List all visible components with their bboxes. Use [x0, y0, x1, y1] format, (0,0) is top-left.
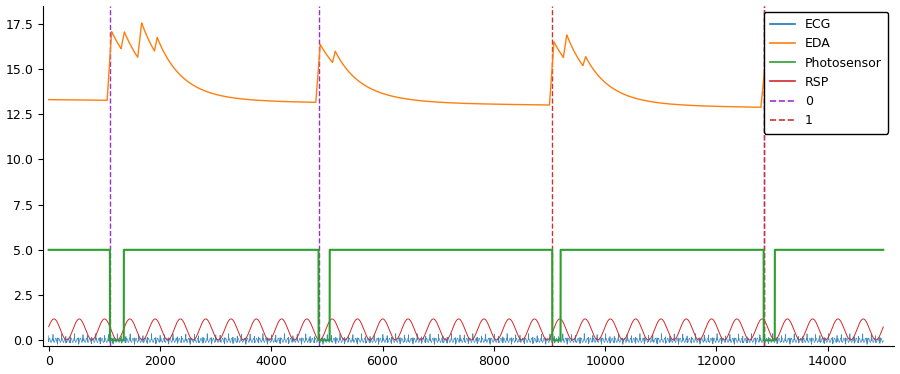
Legend: ECG, EDA, Photosensor, RSP, 0, 1: ECG, EDA, Photosensor, RSP, 0, 1: [764, 12, 888, 134]
